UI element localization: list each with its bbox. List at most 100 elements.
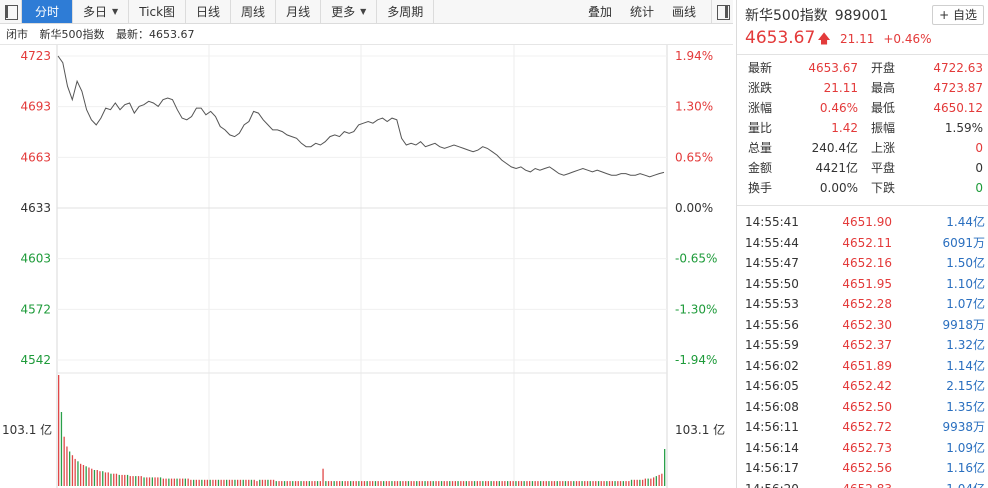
volume-bar	[228, 479, 231, 486]
volume-bar	[625, 481, 627, 486]
volume-bar	[369, 481, 371, 486]
volume-bar	[586, 481, 589, 486]
volume-bar	[314, 481, 316, 486]
tick-price: 4652.11	[842, 235, 892, 250]
volume-bar	[261, 479, 264, 486]
volume-bar	[283, 481, 286, 486]
tab-yuexian[interactable]: 月线	[276, 0, 322, 23]
stat-value: 4653.67	[808, 61, 858, 75]
tick-list[interactable]: 14:55:41 4651.90 1.44亿 14:55:44 4652.11 6091万…	[737, 212, 988, 488]
stat-row: 总量 240.4亿 上涨 0	[737, 138, 988, 158]
tab-tick[interactable]: Tick图	[129, 0, 187, 23]
tick-row: 14:56:11 4652.72 9938万	[737, 417, 988, 438]
volume-bar	[256, 481, 258, 486]
stat-label: 平盘	[871, 161, 896, 175]
volume-bar	[542, 481, 545, 486]
percent-axis-label: 1.30%	[675, 100, 713, 114]
collapse-right-panel-icon[interactable]	[711, 0, 733, 23]
volume-bar	[479, 481, 481, 486]
volume-bar	[77, 461, 79, 486]
tick-volume: 1.50亿	[946, 256, 985, 270]
overlay-button[interactable]: 叠加	[587, 5, 612, 19]
market-status: 闭市	[6, 28, 28, 41]
collapse-left-panel-icon[interactable]	[0, 0, 22, 23]
volume-bar	[102, 471, 104, 486]
volume-bar	[308, 481, 310, 486]
latest-price: 最新：4653.67	[116, 28, 195, 41]
draw-line-button[interactable]: 画线	[671, 5, 696, 19]
intraday-chart[interactable]: 4723 4693 4663 4633 4603 4572 4542 1.94% 1.30% 0.…	[0, 45, 733, 488]
stat-label: 最低	[871, 101, 896, 115]
volume-bar	[325, 481, 327, 486]
tab-duozhouqi[interactable]: 多周期	[377, 0, 435, 23]
volume-bar	[300, 481, 302, 486]
volume-bar	[531, 481, 534, 486]
volume-bar	[264, 479, 266, 486]
volume-bar	[529, 481, 531, 486]
quote-code: 989001	[834, 8, 889, 24]
stat-row: 金额 4421亿 平盘 0	[737, 158, 988, 178]
volume-bar	[383, 481, 385, 486]
volume-bar	[184, 478, 186, 486]
volume-bar	[545, 481, 547, 486]
volume-bar	[473, 481, 476, 486]
volume-bar	[245, 479, 247, 486]
volume-bar	[327, 481, 330, 486]
tick-volume: 1.16亿	[946, 461, 985, 475]
tab-fenshi[interactable]: 分时	[22, 0, 74, 23]
quote-change-row: 21.11 +0.46%	[840, 32, 932, 46]
volume-bar	[195, 479, 197, 486]
volume-bar	[275, 481, 277, 486]
volume-bar	[460, 481, 462, 486]
volume-bar	[154, 477, 156, 486]
volume-bar	[305, 481, 308, 486]
volume-bar	[391, 481, 393, 486]
volume-bar	[606, 481, 608, 486]
tab-rixian[interactable]: 日线	[186, 0, 232, 23]
volume-bar	[468, 481, 470, 486]
volume-bar	[573, 481, 575, 486]
tick-time: 14:55:41	[745, 215, 799, 229]
volume-bar	[504, 481, 506, 486]
stat-label: 量比	[748, 121, 773, 135]
tick-volume: 1.10亿	[946, 276, 985, 291]
volume-bar	[74, 458, 76, 486]
volume-bar	[289, 481, 291, 486]
volume-bar	[190, 479, 192, 486]
stat-row: 涨跌 21.11 最高 4723.87	[737, 78, 988, 98]
volume-bar	[339, 481, 341, 486]
volume-bar	[237, 479, 239, 486]
volume-bar	[121, 474, 123, 486]
volume-bar	[562, 481, 564, 486]
volume-bar	[143, 477, 145, 486]
volume-bar	[66, 446, 68, 486]
volume-bar	[518, 481, 520, 486]
volume-bar	[187, 478, 189, 486]
tick-volume: 9918万	[942, 317, 985, 332]
tick-time: 14:55:59	[745, 338, 799, 352]
tab-gengduo[interactable]: 更多 ▼	[321, 0, 378, 23]
stat-row: 量比 1.42 振幅 1.59%	[737, 118, 988, 138]
volume-bar	[374, 481, 377, 486]
volume-bar	[457, 481, 459, 486]
tick-volume: 1.35亿	[946, 399, 985, 414]
volume-bar	[231, 479, 233, 486]
chart-info-line: 闭市 新华500指数 最新：4653.67	[0, 25, 733, 45]
volume-bar	[534, 481, 536, 486]
price-line	[57, 55, 665, 178]
stat-value: 1.42	[831, 121, 858, 135]
volume-bar	[396, 481, 399, 486]
tick-volume: 1.14亿	[946, 358, 985, 373]
volume-bar	[380, 481, 382, 486]
volume-bar	[319, 481, 321, 486]
volume-bar	[322, 468, 324, 486]
stats-button[interactable]: 统计	[629, 5, 654, 19]
tick-time: 14:56:08	[745, 399, 799, 414]
percent-axis-label: 1.94%	[675, 49, 713, 63]
tick-row: 14:55:47 4652.16 1.50亿	[737, 253, 988, 274]
tab-duori[interactable]: 多日 ▼	[73, 0, 130, 23]
percent-axis-label: -0.65%	[675, 252, 717, 266]
tab-zhouxian[interactable]: 周线	[231, 0, 277, 23]
add-watchlist-button[interactable]: + 自选	[932, 5, 984, 25]
volume-bar	[212, 479, 214, 486]
